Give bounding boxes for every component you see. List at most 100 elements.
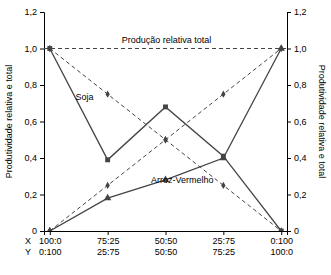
row-label: Y bbox=[25, 247, 31, 257]
series-label: Arroz-Vermelho bbox=[151, 175, 214, 185]
row-label: X bbox=[25, 236, 31, 246]
y-axis: 0 0,2 0,4 0,6 0,8 1,0 1,2 bbox=[24, 7, 44, 236]
tick: 25:75 bbox=[97, 247, 120, 257]
marker bbox=[221, 90, 225, 97]
annotations: Soja Arroz-Vermelho Produção relativa tota… bbox=[76, 35, 214, 185]
tick-mark bbox=[40, 12, 44, 13]
tick-mark bbox=[40, 158, 44, 159]
tick-label: 50:50 bbox=[155, 236, 178, 246]
tick: 1,0 bbox=[287, 44, 307, 54]
tick-label: 100:0 bbox=[270, 247, 293, 257]
tick: 0,4 bbox=[24, 153, 44, 163]
series bbox=[48, 45, 284, 231]
tick-mark bbox=[108, 231, 109, 235]
tick: 100:0 bbox=[270, 247, 293, 257]
tick: 1,2 bbox=[287, 7, 307, 17]
marker bbox=[221, 182, 225, 189]
tick-mark bbox=[50, 231, 51, 235]
marker bbox=[46, 227, 53, 231]
marker bbox=[163, 104, 168, 109]
series-line bbox=[50, 49, 281, 232]
tick-label: 50:50 bbox=[155, 247, 178, 257]
series bbox=[46, 44, 285, 231]
chart: 0 0,2 0,4 0,6 0,8 1,0 1,2 0 0,2 0,4 0,6 0,8 1,0 1,2 10… bbox=[0, 0, 331, 275]
tick: 50:50 bbox=[155, 231, 178, 246]
tick: 1,0 bbox=[24, 44, 44, 54]
tick-label: 0,4 bbox=[24, 153, 37, 163]
tick-label: 0,6 bbox=[24, 117, 37, 127]
x2-axis: 0:100 25:75 50:50 75:25 100:0 bbox=[39, 247, 293, 257]
series bbox=[48, 45, 284, 231]
series-line bbox=[50, 49, 281, 232]
marks bbox=[44, 44, 287, 231]
tick: 75:25 bbox=[97, 231, 120, 246]
tick: 0,4 bbox=[287, 153, 307, 163]
tick-label: 0,2 bbox=[24, 190, 37, 200]
tick-label: 0:100 bbox=[270, 236, 293, 246]
axis-line bbox=[288, 13, 292, 232]
series-label: Soja bbox=[76, 92, 94, 102]
marker bbox=[279, 229, 284, 231]
marker bbox=[104, 194, 111, 200]
tick: 100:0 bbox=[39, 231, 62, 246]
tick-mark bbox=[287, 158, 291, 159]
tick-mark bbox=[287, 85, 291, 86]
tick: 0,6 bbox=[287, 117, 307, 127]
marker bbox=[279, 227, 283, 231]
y2-axis: 0 0,2 0,4 0,6 0,8 1,0 1,2 bbox=[287, 7, 307, 236]
tick: 1,2 bbox=[24, 7, 44, 17]
tick-label: 0,4 bbox=[294, 153, 307, 163]
tick-mark bbox=[40, 195, 44, 196]
y-axis-title: Produtividade relativa e total bbox=[4, 65, 14, 179]
tick: 50:50 bbox=[155, 247, 178, 257]
tick-label: 100:0 bbox=[39, 236, 62, 246]
axis-line bbox=[40, 13, 45, 232]
tick-label: 0:100 bbox=[39, 247, 62, 257]
tick: 0,2 bbox=[24, 190, 44, 200]
tick: 0:100 bbox=[39, 247, 62, 257]
tick-mark bbox=[281, 231, 282, 235]
series bbox=[47, 46, 283, 231]
tick-mark bbox=[287, 49, 291, 50]
tick-label: 25:75 bbox=[213, 236, 236, 246]
tick-label: 1,2 bbox=[294, 7, 307, 17]
tick-label: 1,2 bbox=[24, 7, 37, 17]
reference-label: Produção relativa total bbox=[122, 35, 212, 45]
tick-label: 0 bbox=[294, 226, 299, 236]
reference-line bbox=[44, 48, 287, 49]
tick-label: 0,6 bbox=[294, 117, 307, 127]
tick: 0 bbox=[32, 226, 44, 236]
tick: 75:25 bbox=[213, 247, 236, 257]
tick: 0,6 bbox=[24, 117, 44, 127]
marker bbox=[105, 90, 109, 97]
axis-line bbox=[45, 232, 288, 236]
tick-mark bbox=[287, 12, 291, 13]
tick-label: 75:25 bbox=[213, 247, 236, 257]
tick-label: 25:75 bbox=[97, 247, 120, 257]
tick: 0:100 bbox=[270, 231, 293, 246]
tick: 0,8 bbox=[287, 80, 307, 90]
marker bbox=[47, 46, 52, 51]
tick-mark bbox=[287, 122, 291, 123]
tick-label: 0,8 bbox=[294, 80, 307, 90]
marker bbox=[105, 157, 110, 162]
marker bbox=[163, 136, 167, 143]
x-axis: 100:0 75:25 50:50 25:75 0:100 bbox=[39, 231, 293, 246]
tick-mark bbox=[223, 231, 224, 235]
marker bbox=[220, 154, 227, 160]
tick-label: 0 bbox=[32, 226, 37, 236]
y2-axis-title: Produtividade relativa e total bbox=[317, 65, 327, 179]
series-line bbox=[50, 49, 281, 232]
marker bbox=[105, 182, 109, 189]
tick-mark bbox=[40, 231, 44, 232]
tick: 0 bbox=[287, 226, 299, 236]
tick-label: 75:25 bbox=[97, 236, 120, 246]
marker bbox=[277, 44, 284, 50]
tick-label: 1,0 bbox=[294, 44, 307, 54]
tick-mark bbox=[40, 122, 44, 123]
tick-label: 0,2 bbox=[294, 190, 307, 200]
tick-mark bbox=[287, 195, 291, 196]
tick-mark bbox=[40, 49, 44, 50]
tick-label: 1,0 bbox=[24, 44, 37, 54]
tick: 0,8 bbox=[24, 80, 44, 90]
